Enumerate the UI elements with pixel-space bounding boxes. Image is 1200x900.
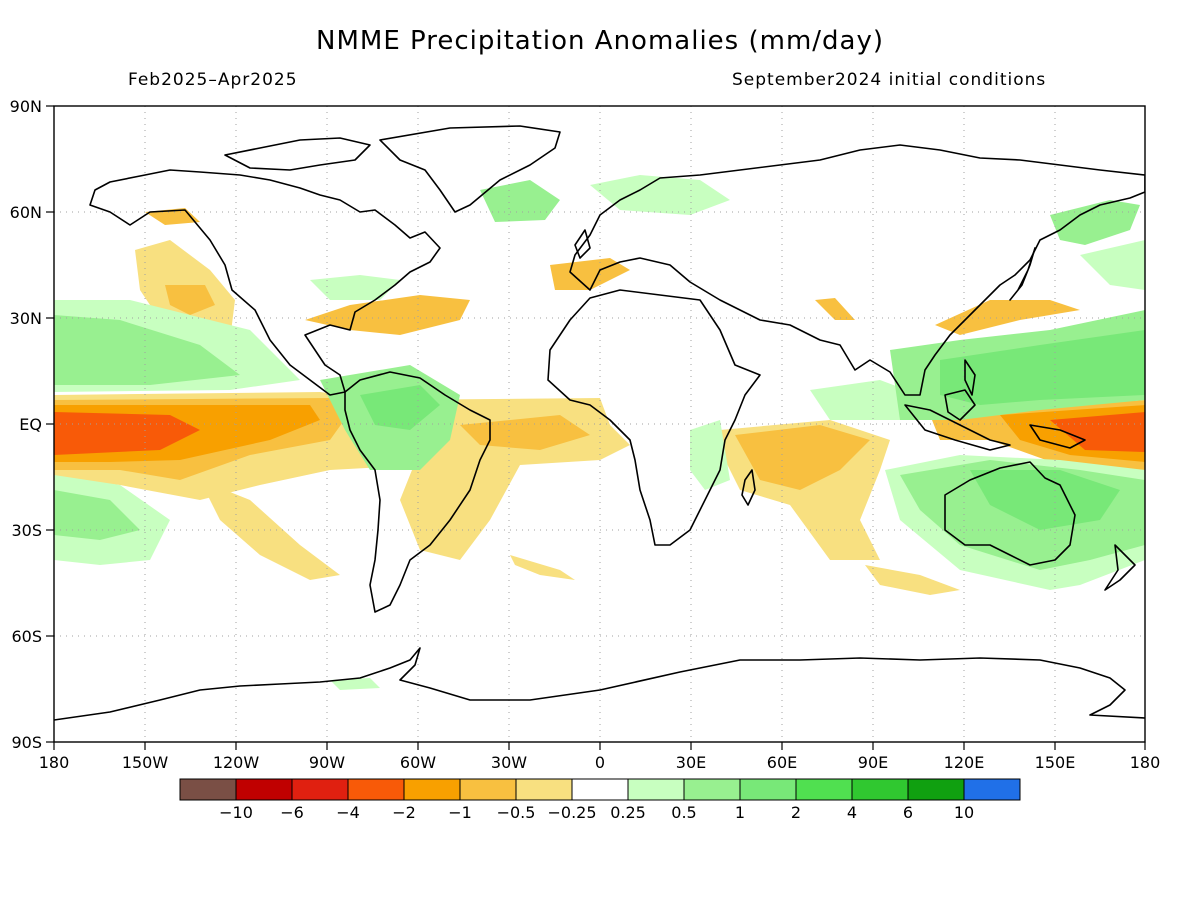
colorbar-label: 0.25	[610, 803, 646, 822]
lat-label: 60S	[11, 627, 42, 646]
anomaly-dry-south-indian-ocean	[865, 565, 960, 595]
colorbar-swatch	[963, 778, 1021, 801]
coastline-arctic-islands	[224, 137, 371, 171]
lon-label: 150E	[1035, 753, 1076, 772]
lat-label: 30N	[10, 309, 42, 328]
colorbar-label: 1	[735, 803, 745, 822]
colorbar-label: −2	[392, 803, 416, 822]
graticule	[54, 106, 1145, 742]
anomaly-dry-south-atlantic	[510, 555, 575, 580]
colorbar-label: −10	[219, 803, 253, 822]
anomaly-wet-south-pacific-mid	[54, 490, 140, 540]
coastline-new-zealand	[1104, 544, 1136, 591]
colorbar-label: 4	[847, 803, 857, 822]
anomaly-wet-north-atlantic	[310, 275, 400, 300]
anomaly-wet-far-east	[1050, 200, 1140, 245]
lon-label: 180	[1130, 753, 1161, 772]
colorbar-label: −6	[280, 803, 304, 822]
colorbar-labels: −10 −6 −4 −2 −1 −0.5 −0.25 0.25 0.5 1 2 4 6 10	[219, 803, 974, 822]
tick-marks	[46, 105, 1146, 750]
coastline-indonesia	[904, 404, 1011, 451]
lat-label: EQ	[19, 415, 42, 434]
anomaly-wet-north-pacific-mid	[54, 315, 240, 385]
colorbar-label: −0.25	[547, 803, 596, 822]
anomaly-dry-west-pacific-core	[1050, 412, 1145, 452]
colorbar-swatch	[179, 778, 237, 801]
colorbar-swatch	[571, 778, 629, 801]
anomaly-dry-north-pacific-mid	[165, 285, 215, 315]
colorbar-swatch	[627, 778, 685, 801]
initial-conditions: September2024 initial conditions	[732, 70, 1047, 90]
coastline-antarctica	[54, 647, 1145, 721]
colorbar	[179, 778, 1021, 801]
colorbar-swatch	[347, 778, 405, 801]
colorbar-swatch	[235, 778, 293, 801]
anomaly-wet-australia-strong	[970, 470, 1120, 530]
anomaly-dry-pacific-core	[54, 412, 200, 455]
longitude-labels: 180 150W 120W 90W 60W 30W 0 30E 60E 90E …	[39, 753, 1161, 772]
lat-label: 30S	[11, 521, 42, 540]
lon-label: 30W	[491, 753, 527, 772]
colorbar-swatch	[907, 778, 965, 801]
lon-label: 90W	[309, 753, 345, 772]
lat-label: 90N	[10, 97, 42, 116]
anomaly-wet-pacific-northwest	[1080, 240, 1145, 290]
lat-label: 90S	[11, 733, 42, 752]
anomaly-dry-indian-ocean-mid	[735, 425, 870, 490]
colorbar-swatch	[795, 778, 853, 801]
lon-label: 120W	[213, 753, 260, 772]
coastline-australia	[944, 461, 1076, 566]
lon-label: 30E	[676, 753, 706, 772]
lon-label: 0	[595, 753, 605, 772]
anomaly-field	[54, 175, 1145, 690]
lon-label: 60W	[400, 753, 436, 772]
anomaly-wet-amazon-strong	[360, 385, 440, 430]
colorbar-label: 0.5	[671, 803, 696, 822]
map-title: NMME Precipitation Anomalies (mm/day)	[316, 26, 884, 56]
coastline-madagascar	[741, 469, 756, 506]
lon-label: 180	[39, 753, 70, 772]
coastline-new-guinea	[1029, 424, 1086, 449]
coastline-south-america	[344, 371, 491, 613]
coastline-africa	[547, 289, 761, 546]
colorbar-swatch	[459, 778, 517, 801]
lon-label: 150W	[122, 753, 169, 772]
anomaly-dry-south-asia	[815, 298, 855, 320]
latitude-labels: 90N 60N 30N EQ 30S 60S 90S	[10, 97, 42, 752]
colorbar-label: −0.5	[497, 803, 536, 822]
lat-label: 60N	[10, 203, 42, 222]
anomaly-wet-antarctic	[330, 678, 380, 690]
lon-label: 90E	[858, 753, 888, 772]
colorbar-swatch	[403, 778, 461, 801]
colorbar-swatch	[851, 778, 909, 801]
anomaly-dry-east-asia	[935, 300, 1080, 335]
forecast-period: Feb2025–Apr2025	[128, 70, 298, 90]
anomaly-wet-indian-ocean	[810, 380, 920, 420]
colorbar-label: 2	[791, 803, 801, 822]
anomaly-wet-east-africa	[690, 420, 730, 490]
anomaly-dry-atlantic	[400, 410, 630, 560]
coastline-borneo	[944, 389, 976, 421]
colorbar-label: 10	[954, 803, 974, 822]
coastline-north-america	[89, 169, 441, 396]
coastline-japan	[1009, 247, 1036, 301]
lon-label: 120E	[944, 753, 985, 772]
colorbar-label: −1	[448, 803, 472, 822]
colorbar-swatch	[683, 778, 741, 801]
anomaly-wet-maritime-strong	[940, 330, 1145, 405]
colorbar-label: 6	[903, 803, 913, 822]
coastline-uk	[574, 229, 591, 259]
anomaly-dry-us-southeast	[305, 295, 470, 335]
colorbar-swatch	[739, 778, 797, 801]
coastline-greenland	[379, 125, 561, 213]
coastline-eurasia	[569, 144, 1145, 396]
colorbar-label: −4	[336, 803, 360, 822]
lon-label: 60E	[767, 753, 797, 772]
colorbar-swatch	[515, 778, 573, 801]
anomaly-wet-europe	[590, 175, 730, 215]
coastline-philippines	[964, 359, 976, 396]
colorbar-swatch	[291, 778, 349, 801]
coastlines	[54, 125, 1145, 721]
